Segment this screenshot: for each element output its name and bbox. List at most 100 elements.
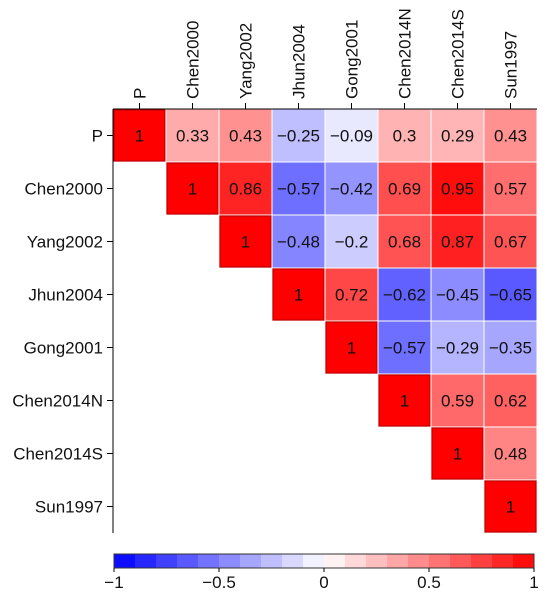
heatmap-cell [483, 373, 538, 428]
x-tick-label: P [131, 88, 150, 99]
cell-value-label: −0.42 [330, 180, 373, 199]
cell-value-label: −0.25 [277, 127, 320, 146]
heatmap-cells [112, 108, 538, 534]
cell-value-label: 1 [506, 498, 515, 517]
diagonal-cell-edge [113, 109, 166, 162]
cell-value-label: 0.68 [388, 233, 421, 252]
cell-value-label: 0.57 [494, 180, 527, 199]
colorbar-swatch [135, 554, 157, 568]
colorbar-tick-label: 1 [529, 573, 538, 592]
colorbar-swatch [282, 554, 304, 568]
x-tick-label: Sun1997 [502, 31, 521, 99]
cell-value-label: −0.48 [277, 233, 320, 252]
cell-value-label: −0.35 [489, 339, 532, 358]
cell-value-label: −0.09 [330, 127, 373, 146]
colorbar: −1 −0.5 0 0.5 1 [104, 553, 539, 592]
colorbar-swatch [219, 554, 241, 568]
cell-value-label: 0.95 [441, 180, 474, 199]
diagonal-cell-edge [272, 268, 325, 321]
heatmap-cell [324, 267, 379, 322]
heatmap-cell [483, 320, 538, 375]
cell-value-label: 0.3 [393, 127, 417, 146]
colorbar-swatch [324, 554, 346, 568]
heatmap-axes [107, 103, 537, 533]
colorbar-swatch [114, 554, 136, 568]
colorbar-swatch [303, 554, 325, 568]
colorbar-tick-label: 0.5 [417, 573, 441, 592]
heatmap-cell [377, 108, 432, 163]
cell-value-label: 0.59 [441, 392, 474, 411]
heatmap-cell [483, 161, 538, 216]
heatmap-cell [430, 373, 485, 428]
cell-value-label: 0.33 [176, 127, 209, 146]
cell-value-label: 1 [400, 392, 409, 411]
x-tick-label: Chen2000 [184, 21, 203, 99]
y-tick-label: Chen2014S [13, 445, 103, 464]
x-tick-label: Chen2014S [449, 9, 468, 99]
cell-value-label: −0.45 [436, 286, 479, 305]
x-tick-label: Yang2002 [237, 23, 256, 99]
heatmap-cell [483, 267, 538, 322]
y-tick-label: Sun1997 [35, 498, 103, 517]
colorbar-swatch [261, 554, 283, 568]
y-tick-label: Chen2014N [12, 392, 103, 411]
y-tick-label: Yang2002 [27, 233, 103, 252]
cell-value-label: 0.69 [388, 180, 421, 199]
cell-value-label: 1 [188, 180, 197, 199]
cell-value-label: 0.72 [335, 286, 368, 305]
heatmap-cell [430, 161, 485, 216]
cell-value-label: −0.57 [277, 180, 320, 199]
colorbar-tick-label: −1 [104, 573, 123, 592]
heatmap-cell [324, 214, 379, 269]
heatmap-cell [377, 214, 432, 269]
colorbar-swatch [450, 554, 472, 568]
cell-value-label: 1 [347, 339, 356, 358]
cell-value-label: 1 [241, 233, 250, 252]
heatmap-cell [377, 161, 432, 216]
cell-value-label: 1 [453, 445, 462, 464]
diagonal-cell-edge [325, 321, 378, 374]
diagonal-cell-edge [166, 162, 219, 215]
heatmap-cell [324, 320, 379, 375]
diagonal-cell-edge [484, 480, 537, 533]
cell-value-label: −0.62 [383, 286, 426, 305]
heatmap-cell [430, 108, 485, 163]
colorbar-swatch [513, 554, 535, 568]
cell-value-label: 1 [135, 127, 144, 146]
colorbar-swatch [492, 554, 514, 568]
y-tick-label: Gong2001 [24, 339, 103, 358]
colorbar-tick-label: −0.5 [202, 573, 236, 592]
cell-value-label: −0.57 [383, 339, 426, 358]
cell-value-label: 0.86 [229, 180, 262, 199]
cell-value-label: 0.48 [494, 445, 527, 464]
colorbar-swatch [156, 554, 178, 568]
cell-value-label: 0.87 [441, 233, 474, 252]
y-tick-label: Jhun2004 [28, 286, 103, 305]
cell-value-label: 0.43 [494, 127, 527, 146]
cell-value-label: 0.43 [229, 127, 262, 146]
cell-value-label: 1 [294, 286, 303, 305]
colorbar-swatch [387, 554, 409, 568]
heatmap-cell [430, 267, 485, 322]
heatmap-cell [377, 320, 432, 375]
cell-value-label: 0.62 [494, 392, 527, 411]
colorbar-swatch [240, 554, 262, 568]
colorbar-swatch [198, 554, 220, 568]
heatmap-cell [483, 108, 538, 163]
cell-value-label: 0.67 [494, 233, 527, 252]
heatmap-cell [430, 214, 485, 269]
x-tick-label: Jhun2004 [290, 24, 309, 99]
heatmap-cell [112, 108, 167, 163]
heatmap-cell [271, 267, 326, 322]
heatmap-cell [430, 426, 485, 481]
colorbar-swatch [177, 554, 199, 568]
colorbar-swatch [429, 554, 451, 568]
heatmap-cell [377, 373, 432, 428]
y-tick-label: Chen2000 [25, 180, 103, 199]
cell-value-label: −0.2 [335, 233, 369, 252]
diagonal-cell-edge [431, 427, 484, 480]
y-tick-label: P [92, 127, 103, 146]
x-tick-label: Gong2001 [343, 20, 362, 99]
diagonal-cell-edge [219, 215, 272, 268]
